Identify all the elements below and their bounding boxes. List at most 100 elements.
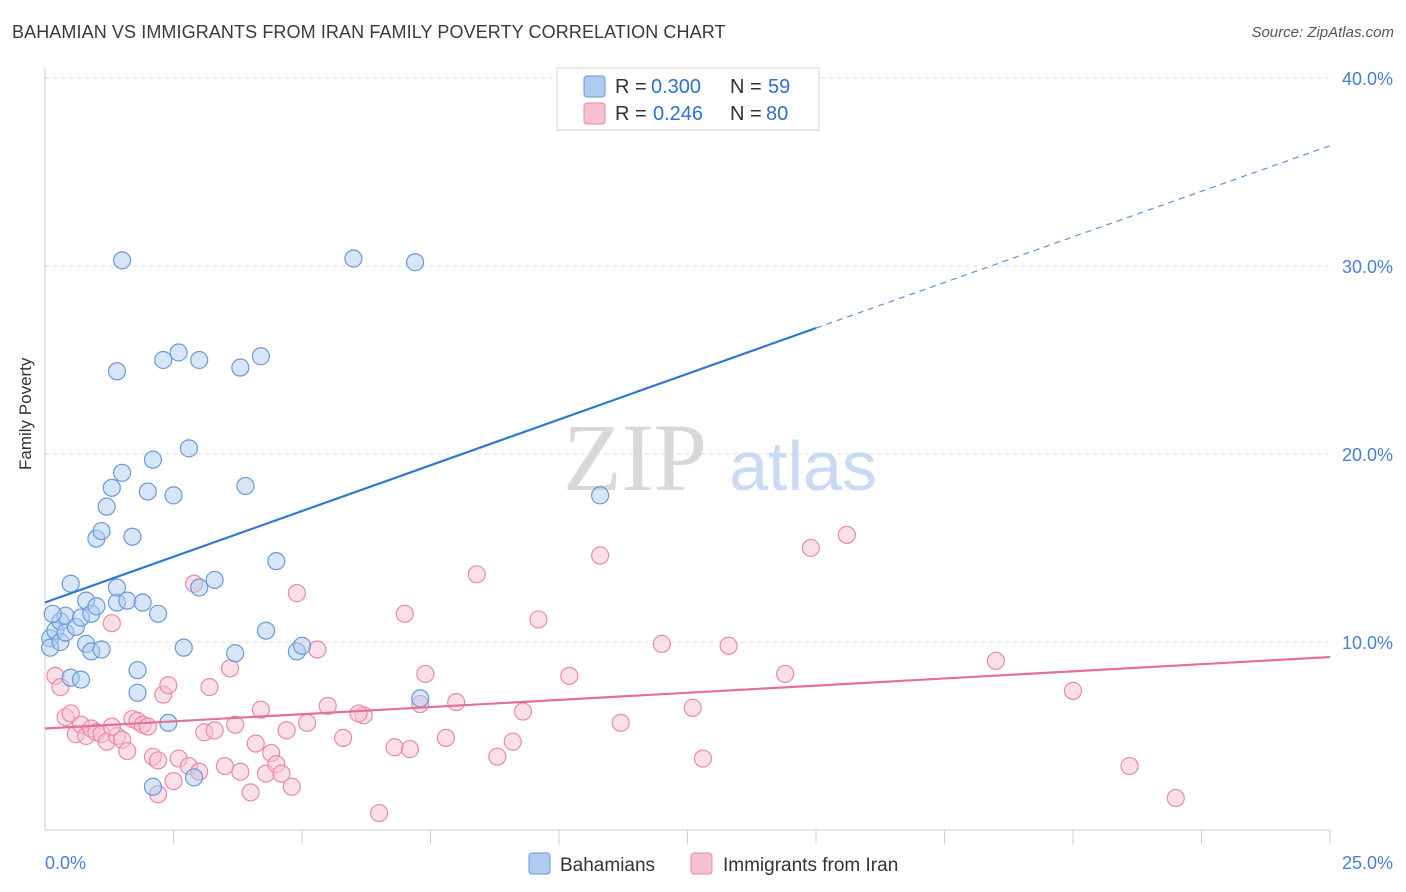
iran-trend-line	[44, 655, 1331, 730]
bahamians-point	[92, 521, 111, 541]
iran-point	[986, 651, 1006, 670]
bahamians-point	[128, 683, 147, 702]
bahamians-point	[184, 768, 204, 787]
bahamians-point	[61, 574, 80, 593]
iran-point	[334, 728, 353, 747]
bahamians-point	[92, 640, 111, 659]
series-iran-points	[46, 525, 1185, 823]
legend-n-value: 59	[768, 76, 790, 98]
watermark-atlas: atlas	[729, 427, 877, 505]
iran-point	[488, 747, 507, 766]
iran-point	[560, 666, 579, 685]
iran-point	[591, 546, 610, 565]
bahamians-point	[190, 578, 209, 597]
bahamians-point	[143, 450, 163, 469]
iran-point	[513, 702, 533, 721]
bahamians-point	[97, 497, 116, 516]
iran-point	[241, 783, 260, 802]
x-tick-label: 0.0%	[45, 853, 86, 873]
bahamians-point	[43, 604, 62, 623]
iran-point	[416, 664, 435, 684]
iran-point	[467, 565, 486, 584]
series-legend: Bahamians Immigrants from Iran	[528, 852, 898, 876]
iran-point	[318, 696, 337, 716]
bahamians-point	[591, 486, 610, 505]
legend-n-label: N =	[730, 103, 762, 125]
bahamians-point	[148, 604, 168, 623]
iran-point	[801, 538, 820, 558]
iran-point	[719, 636, 738, 655]
bahamians-point	[154, 350, 173, 370]
correlation-legend: R = 0.300 N = 59 R = 0.246 N = 80	[556, 67, 820, 131]
iran-point	[277, 721, 296, 740]
iran-point	[148, 751, 168, 770]
iran-point	[400, 740, 420, 759]
legend-r-value: 0.246	[653, 103, 703, 125]
bottom-legend-swatch-iran	[690, 852, 713, 875]
bahamians-point	[267, 552, 286, 571]
y-tick-label: 30.0%	[1342, 257, 1393, 277]
iran-point	[282, 777, 301, 796]
legend-r-label: R =	[615, 103, 647, 125]
bahamians-point	[112, 251, 132, 270]
bahamians-point	[112, 463, 132, 482]
bahamians-point	[236, 476, 255, 496]
iran-point	[837, 525, 856, 544]
iran-point	[1166, 788, 1185, 808]
bahamians-point	[344, 249, 363, 268]
iran-point	[1120, 756, 1139, 776]
chart-title: BAHAMIAN VS IMMIGRANTS FROM IRAN FAMILY …	[12, 22, 726, 42]
bahamians-point	[174, 638, 193, 657]
legend-n-value: 80	[766, 103, 788, 125]
iran-point	[205, 721, 224, 740]
iran-point	[395, 604, 414, 623]
iran-point	[102, 717, 121, 736]
bahamians-point	[190, 350, 209, 370]
iran-point	[693, 749, 713, 768]
iran-point	[683, 698, 702, 717]
bahamians-point	[251, 347, 270, 366]
bahamians-trend-line	[44, 327, 817, 604]
iran-point	[251, 700, 270, 719]
bahamians-point	[102, 478, 121, 497]
iran-point	[385, 738, 404, 757]
x-tick-labels: 0.0% 25.0%	[45, 853, 1393, 873]
axes	[44, 68, 1331, 844]
bahamians-point	[292, 636, 312, 655]
iran-point	[200, 678, 219, 697]
iran-point	[447, 693, 466, 712]
iran-point	[61, 704, 80, 723]
watermark: ZIP atlas	[563, 404, 877, 511]
y-tick-labels: 10.0% 20.0% 30.0% 40.0%	[1342, 69, 1393, 653]
bahamians-point	[118, 591, 137, 610]
iran-point	[164, 772, 183, 791]
bahamians-point	[226, 644, 245, 663]
bahamians-point	[107, 362, 127, 381]
legend-n-label: N =	[730, 76, 762, 98]
bahamians-point	[411, 689, 430, 708]
iran-point	[226, 715, 245, 734]
bahamians-point	[128, 661, 147, 680]
iran-point	[503, 732, 522, 751]
bahamians-point	[256, 621, 276, 640]
legend-r-value: 0.300	[651, 76, 701, 98]
bahamians-point	[107, 578, 127, 597]
bottom-legend-label-iran: Immigrants from Iran	[723, 855, 898, 876]
legend-swatch-iran	[583, 102, 606, 125]
y-tick-label: 40.0%	[1342, 69, 1393, 89]
iran-point	[298, 713, 317, 732]
source-label: Source: ZipAtlas.com	[1251, 24, 1394, 41]
x-tick-label: 25.0%	[1342, 853, 1393, 873]
iran-point	[220, 659, 240, 678]
iran-point	[231, 762, 250, 781]
bahamians-point	[405, 253, 425, 272]
bahamians-point	[205, 570, 224, 590]
iran-point	[118, 741, 137, 761]
bahamians-point	[133, 593, 152, 612]
iran-point	[1063, 681, 1083, 700]
bahamians-point	[164, 486, 183, 505]
iran-point	[529, 610, 548, 629]
iran-point	[652, 634, 671, 653]
bahamians-trend-extension	[815, 145, 1331, 329]
